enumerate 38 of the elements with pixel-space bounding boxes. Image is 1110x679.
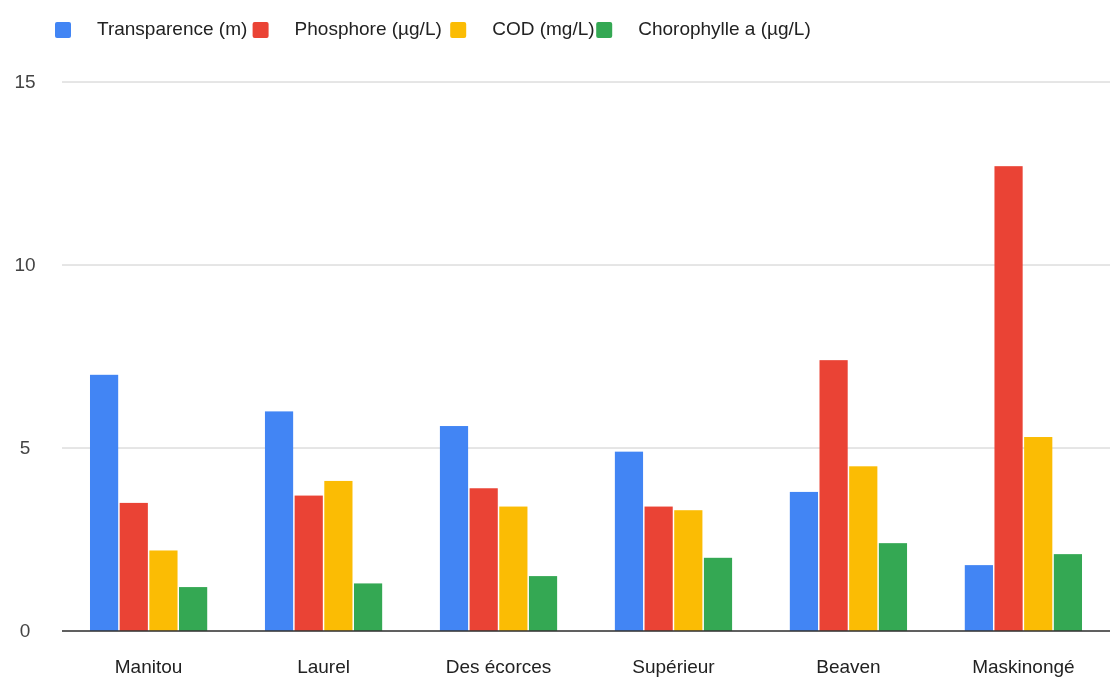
bar bbox=[89, 374, 119, 631]
y-tick-label: 5 bbox=[19, 437, 31, 458]
bar bbox=[1024, 437, 1053, 631]
legend-label: COD (mg/L) bbox=[492, 18, 595, 39]
bar bbox=[614, 451, 644, 631]
x-tick-label: Maskinongé bbox=[972, 656, 1075, 677]
bar bbox=[439, 426, 469, 631]
x-tick-label: Beaven bbox=[816, 656, 881, 677]
bar bbox=[819, 360, 848, 631]
bar bbox=[878, 543, 908, 631]
bar bbox=[789, 491, 819, 631]
y-tick-label: 0 bbox=[19, 620, 31, 641]
y-tick-label: 15 bbox=[14, 71, 36, 92]
bar bbox=[149, 550, 178, 631]
bar bbox=[353, 583, 383, 631]
bar bbox=[1053, 554, 1082, 631]
x-tick-label: Supérieur bbox=[632, 656, 716, 677]
bar bbox=[294, 495, 323, 631]
bar bbox=[674, 510, 703, 631]
x-tick-label: Des écorces bbox=[445, 656, 552, 677]
bar bbox=[179, 587, 208, 631]
x-tick-label: Manitou bbox=[114, 656, 183, 677]
bar bbox=[324, 480, 353, 631]
bar bbox=[119, 502, 148, 631]
bar bbox=[469, 488, 498, 631]
bar bbox=[994, 166, 1023, 631]
y-tick-label: 10 bbox=[14, 254, 36, 275]
bar bbox=[849, 466, 878, 631]
x-tick-label: Laurel bbox=[297, 656, 350, 677]
bar bbox=[264, 411, 294, 631]
bar bbox=[499, 506, 528, 631]
legend-label: Phosphore (µg/L) bbox=[294, 18, 442, 39]
legend-label: Chorophylle a (µg/L) bbox=[638, 18, 811, 39]
bar bbox=[964, 565, 993, 631]
bar bbox=[528, 576, 558, 631]
bar bbox=[703, 557, 733, 631]
bar bbox=[644, 506, 673, 631]
legend-label: Transparence (m) bbox=[97, 18, 248, 39]
